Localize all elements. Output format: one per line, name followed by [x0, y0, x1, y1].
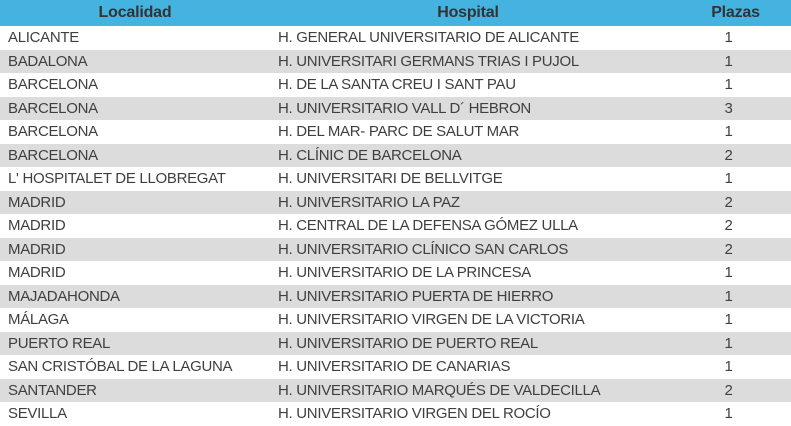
hospital-cell: H. UNIVERSITARIO CLÍNICO SAN CARLOS: [278, 240, 569, 258]
table-row: MADRID H. UNIVERSITARIO LA PAZ 2: [0, 190, 791, 214]
localidad-cell: MADRID: [8, 193, 66, 211]
localidad-cell: SANTANDER: [8, 381, 97, 399]
hospital-cell: H. UNIVERSITARIO DE LA PRINCESA: [278, 264, 531, 281]
hospital-cell: H. CLÍNIC DE BARCELONA: [278, 146, 462, 164]
table-row: BARCELONA H. CLÍNIC DE BARCELONA 2: [0, 143, 791, 167]
plazas-cell: 2: [724, 217, 733, 234]
table-row: MAJADAHONDA H. UNIVERSITARIO PUERTA DE HI…: [0, 284, 791, 308]
localidad-cell: MAJADAHONDA: [8, 287, 120, 305]
localidad-cell: PUERTO REAL: [8, 334, 111, 352]
plazas-cell: 1: [724, 29, 733, 46]
plazas-cell: 1: [724, 358, 733, 375]
table-row: BADALONA H. UNIVERSITARI GERMANS TRIAS I …: [0, 49, 791, 73]
hospital-cell: H. UNIVERSITARIO MARQUÉS DE VALDECILLA: [278, 381, 601, 399]
table-row: ALICANTE H. GENERAL UNIVERSITARIO DE ALIC…: [0, 26, 791, 50]
table-row: BARCELONA H. DE LA SANTA CREU I SANT PAU 1: [0, 73, 791, 97]
hospital-cell: H. DE LA SANTA CREU I SANT PAU: [278, 76, 516, 93]
hospital-cell: H. UNIVERSITARI GERMANS TRIAS I PUJOL: [278, 52, 579, 70]
plazas-cell: 1: [724, 287, 733, 305]
column-header-localidad: Localidad: [0, 0, 270, 26]
column-header-plazas: Plazas: [666, 0, 791, 26]
plazas-cell: 2: [724, 146, 733, 164]
hospital-cell: H. UNIVERSITARIO LA PAZ: [278, 193, 460, 211]
localidad-cell: MADRID: [8, 240, 66, 258]
table-row: L' HOSPITALET DE LLOBREGAT H. UNIVERSITAR…: [0, 167, 791, 191]
hospital-cell: H. UNIVERSITARIO VALL D´ HEBRON: [278, 99, 531, 117]
table-row: MADRID H. CENTRAL DE LA DEFENSA GÓMEZ ULL…: [0, 214, 791, 238]
column-header-hospital: Hospital: [270, 0, 666, 26]
hospital-cell: H. DEL MAR- PARC DE SALUT MAR: [278, 123, 520, 140]
table-row: MADRID H. UNIVERSITARIO DE LA PRINCESA 1: [0, 261, 791, 285]
plazas-cell: 1: [724, 264, 733, 281]
table-row: SEVILLA H. UNIVERSITARIO VIRGEN DEL ROCÍO…: [0, 402, 791, 426]
hospital-cell: H. UNIVERSITARIO DE PUERTO REAL: [278, 334, 538, 352]
localidad-cell: BARCELONA: [8, 146, 98, 164]
table-row: BARCELONA H. UNIVERSITARIO VALL D´ HEBRON…: [0, 96, 791, 120]
plazas-cell: 2: [724, 193, 733, 211]
plazas-cell: 1: [724, 405, 733, 422]
localidad-cell: L' HOSPITALET DE LLOBREGAT: [8, 170, 226, 187]
table-row: BARCELONA H. DEL MAR- PARC DE SALUT MAR 1: [0, 120, 791, 144]
hospital-cell: H. UNIVERSITARIO VIRGEN DEL ROCÍO: [278, 405, 551, 422]
hospital-cell: H. UNIVERSITARI DE BELLVITGE: [278, 170, 503, 187]
plazas-cell: 2: [724, 240, 733, 258]
hospital-cell: H. UNIVERSITARIO VIRGEN DE LA VICTORIA: [278, 311, 585, 328]
table-row: SAN CRISTÓBAL DE LA LAGUNA H. UNIVERSITAR…: [0, 355, 791, 379]
hospital-cell: H. GENERAL UNIVERSITARIO DE ALICANTE: [278, 29, 579, 46]
table-row: PUERTO REAL H. UNIVERSITARIO DE PUERTO RE…: [0, 331, 791, 355]
plazas-cell: 3: [724, 99, 733, 117]
localidad-cell: BADALONA: [8, 52, 88, 70]
localidad-cell: MADRID: [8, 264, 66, 281]
hospital-cell: H. UNIVERSITARIO PUERTA DE HIERRO: [278, 287, 554, 305]
localidad-cell: SAN CRISTÓBAL DE LA LAGUNA: [8, 358, 233, 375]
plazas-cell: 1: [724, 311, 733, 328]
table-body: ALICANTE H. GENERAL UNIVERSITARIO DE ALIC…: [0, 26, 791, 426]
hospital-cell: H. UNIVERSITARIO DE CANARIAS: [278, 358, 511, 375]
plazas-cell: 1: [724, 52, 733, 70]
plazas-cell: 1: [724, 76, 733, 93]
plazas-cell: 2: [724, 381, 733, 399]
localidad-cell: BARCELONA: [8, 123, 98, 140]
localidad-cell: MÁLAGA: [8, 311, 69, 328]
localidad-cell: BARCELONA: [8, 76, 98, 93]
hospital-cell: H. CENTRAL DE LA DEFENSA GÓMEZ ULLA: [278, 217, 578, 234]
plazas-cell: 1: [724, 123, 733, 140]
header-row: Localidad Hospital Plazas: [0, 0, 791, 26]
table-row: MÁLAGA H. UNIVERSITARIO VIRGEN DE LA VICT…: [0, 308, 791, 332]
localidad-cell: SEVILLA: [8, 405, 67, 422]
localidad-cell: BARCELONA: [8, 99, 98, 117]
table-row: SANTANDER H. UNIVERSITARIO MARQUÉS DE VAL…: [0, 378, 791, 402]
localidad-cell: MADRID: [8, 217, 66, 234]
table-row: MADRID H. UNIVERSITARIO CLÍNICO SAN CARLO…: [0, 237, 791, 261]
plazas-cell: 1: [724, 170, 733, 187]
plazas-cell: 1: [724, 334, 733, 352]
localidad-cell: ALICANTE: [8, 29, 79, 46]
table-header: Localidad Hospital Plazas: [0, 0, 791, 26]
